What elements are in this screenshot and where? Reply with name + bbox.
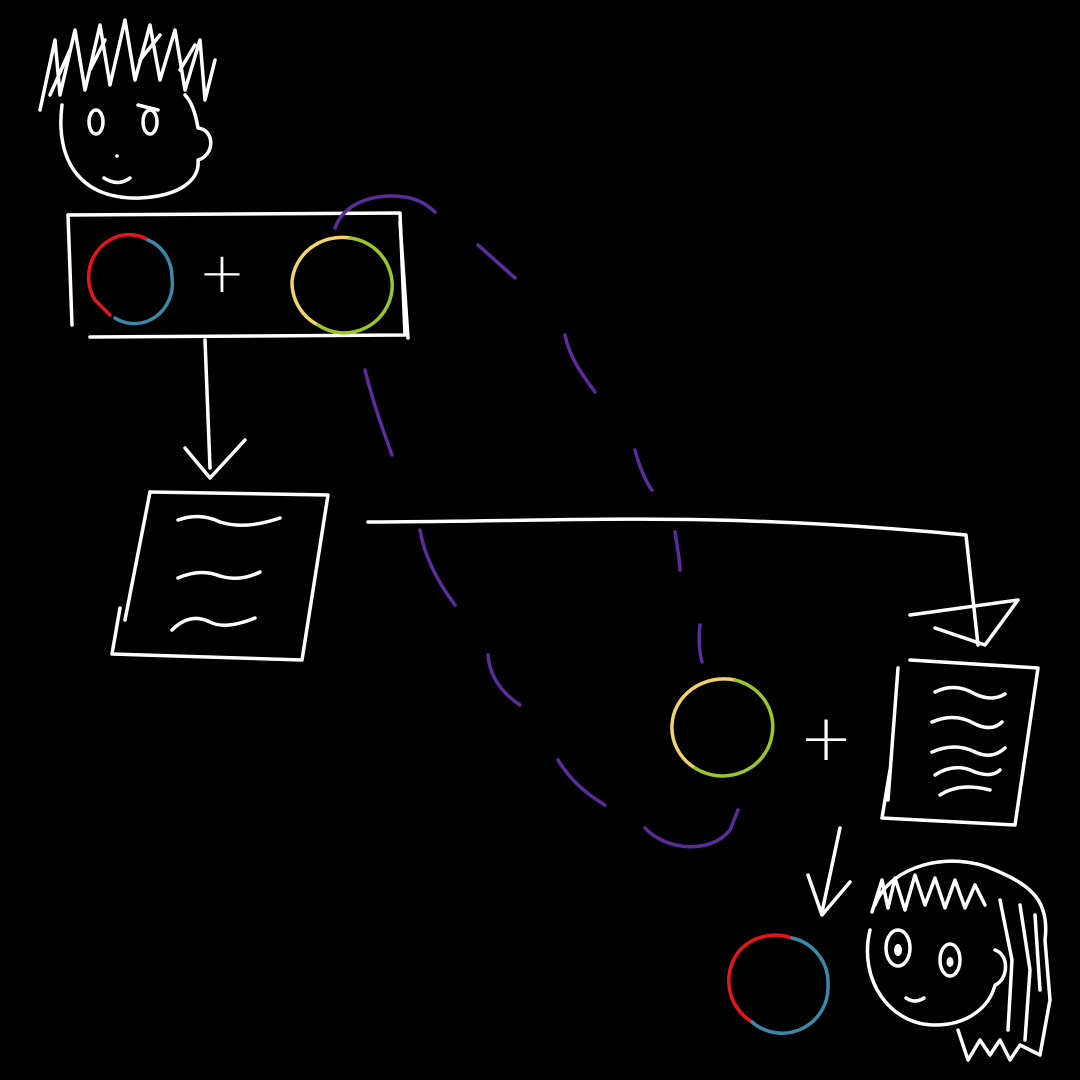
plus-operator-top: +	[199, 241, 246, 306]
arrow-down-to-result	[806, 826, 852, 917]
sender-keys-box	[66, 211, 410, 340]
document-icon-right	[880, 658, 1040, 827]
red-blue-circle-top	[86, 232, 175, 326]
arrow-down-to-document	[183, 338, 247, 480]
document-icon-left	[110, 490, 330, 662]
arrow-to-document-right	[366, 517, 1020, 647]
red-blue-circle-result	[727, 933, 830, 1035]
plus-operator-bottom: +	[799, 702, 853, 776]
dashed-path-purple	[333, 194, 740, 849]
sender-person-icon	[38, 18, 217, 200]
yellow-green-circle-top	[290, 235, 394, 335]
yellow-green-circle-bottom	[670, 677, 775, 778]
receiver-person-icon	[865, 859, 1052, 1062]
